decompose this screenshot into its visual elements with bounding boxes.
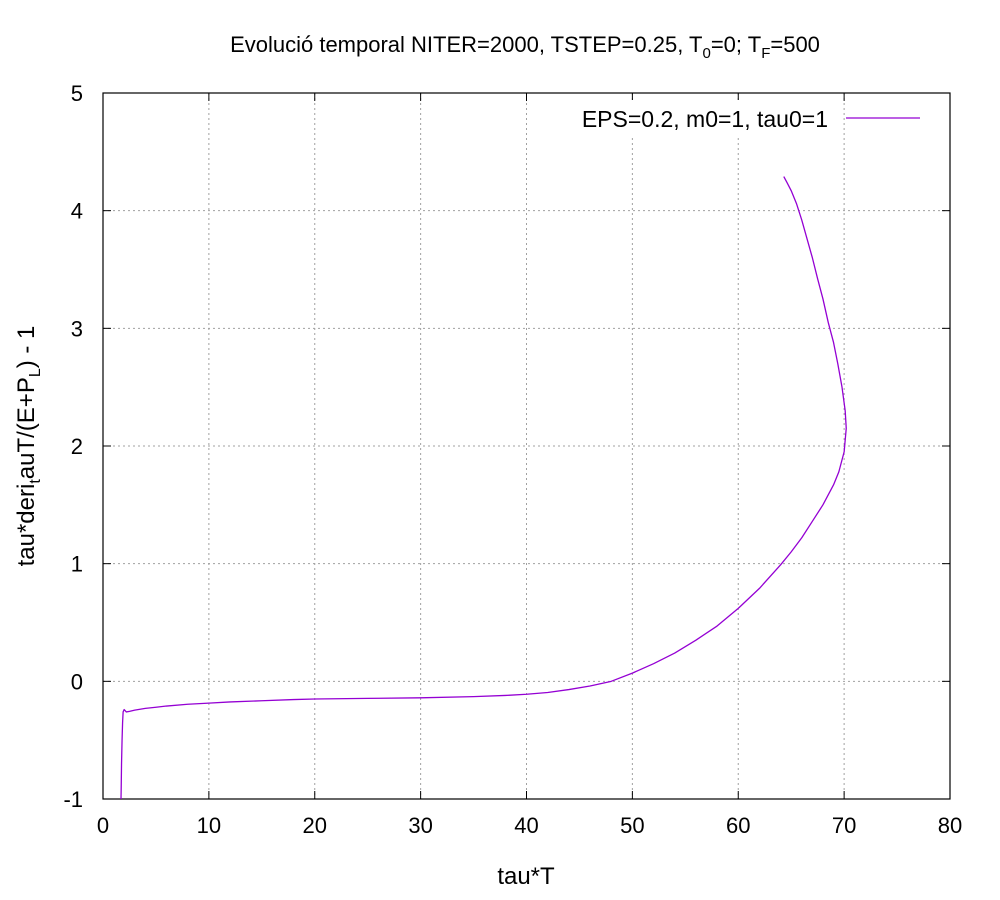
x-tick-label: 70 [832, 813, 856, 838]
x-tick-label: 40 [514, 813, 538, 838]
y-axis-label: tau*deritauT/(E+PL) - 1 [13, 326, 44, 567]
y-tick-label: 2 [71, 434, 83, 459]
x-tick-label: 50 [620, 813, 644, 838]
title-subscript-0: 0 [702, 45, 710, 62]
y-tick-label: 3 [71, 316, 83, 341]
x-tick-label: 30 [408, 813, 432, 838]
plot-frame [102, 92, 951, 800]
legend-label: EPS=0.2, m0=1, tau0=1 [582, 106, 828, 132]
y-tick-label: -1 [63, 787, 83, 812]
y-label-subscript-l: L [27, 368, 44, 377]
series-layer [120, 176, 847, 800]
legend-background [530, 100, 840, 136]
title-subscript-f: F [761, 45, 770, 62]
legend: EPS=0.2, m0=1, tau0=1 [530, 100, 920, 136]
x-tick-label: 0 [97, 813, 109, 838]
series-line [120, 176, 847, 800]
x-tick-label: 80 [938, 813, 962, 838]
x-axis-label: tau*T [497, 863, 555, 890]
grid [103, 93, 950, 799]
y-tick-label: 1 [71, 552, 83, 577]
y-tick-label: 0 [71, 669, 83, 694]
y-tick-label: 5 [71, 81, 83, 106]
x-tick-label: 20 [303, 813, 327, 838]
x-tick-label: 10 [197, 813, 221, 838]
x-tick-label: 60 [726, 813, 750, 838]
chart-title: Evolució temporal NITER=2000, TSTEP=0.25… [230, 32, 820, 62]
y-tick-label: 4 [71, 199, 83, 224]
y-label-subscript-t: t [27, 479, 44, 484]
tick-labels: 0 10 20 30 40 50 60 70 80 -1 0 1 2 3 4 5 [63, 81, 962, 838]
